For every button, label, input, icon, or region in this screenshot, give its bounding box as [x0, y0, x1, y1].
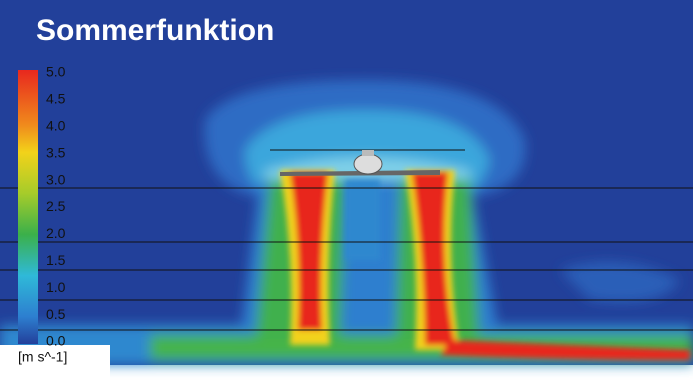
legend-tick: 1.5 [46, 252, 66, 268]
legend-tick: 0.5 [46, 306, 66, 322]
legend-tick: 0.0 [46, 333, 66, 349]
title: Sommerfunktion [36, 14, 274, 47]
legend-tick: 4.0 [46, 118, 66, 134]
legend-tick: 2.5 [46, 198, 66, 214]
legend-tick: 2.0 [46, 225, 66, 241]
legend-tick: 3.5 [46, 144, 66, 160]
legend-tick: 3.0 [46, 171, 66, 187]
flow-field [0, 0, 693, 365]
legend-unit: [m s^-1] [18, 349, 67, 365]
legend-tick: 1.0 [46, 279, 66, 295]
legend-tick: 4.5 [46, 91, 66, 107]
fan [280, 150, 440, 176]
legend-tick: 5.0 [46, 64, 66, 80]
colorbar [18, 70, 38, 344]
legend-background [0, 345, 110, 381]
